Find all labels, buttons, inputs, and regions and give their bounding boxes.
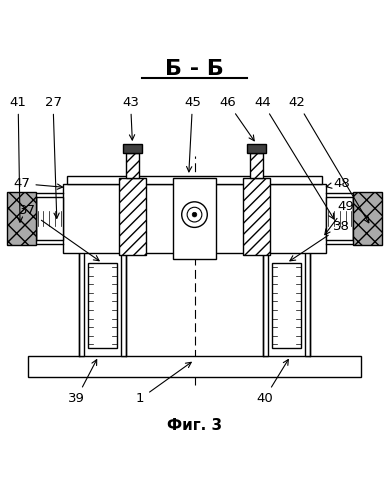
Bar: [123, 144, 142, 153]
Text: 43: 43: [122, 96, 139, 140]
Bar: [88, 263, 117, 348]
Bar: [326, 197, 354, 240]
Text: 27: 27: [44, 96, 61, 219]
Bar: [28, 356, 361, 377]
Bar: [173, 178, 216, 259]
Bar: [305, 251, 310, 356]
Text: 37: 37: [19, 204, 99, 261]
Bar: [243, 178, 270, 255]
Text: 48: 48: [326, 177, 350, 190]
Text: 40: 40: [256, 359, 288, 405]
Text: 1: 1: [136, 362, 191, 405]
Bar: [247, 144, 266, 153]
Bar: [126, 153, 139, 178]
Text: 45: 45: [184, 96, 201, 172]
Bar: [35, 197, 63, 240]
Bar: [67, 176, 322, 184]
Text: 49: 49: [325, 201, 354, 235]
Text: 38: 38: [290, 220, 350, 261]
Text: 44: 44: [254, 96, 334, 219]
Bar: [272, 263, 301, 348]
Bar: [63, 184, 326, 253]
Bar: [250, 153, 263, 178]
Bar: [263, 251, 268, 356]
Text: Б - Б: Б - Б: [165, 59, 224, 79]
Bar: [263, 247, 310, 251]
Bar: [79, 247, 126, 251]
Bar: [121, 251, 126, 356]
Text: 47: 47: [14, 177, 63, 190]
Bar: [119, 178, 146, 255]
Text: 42: 42: [289, 96, 369, 223]
Text: 39: 39: [68, 360, 97, 405]
Text: 46: 46: [219, 96, 254, 141]
Circle shape: [187, 207, 202, 222]
Bar: [354, 192, 382, 245]
Circle shape: [182, 202, 207, 228]
Bar: [79, 251, 84, 356]
Circle shape: [192, 212, 197, 217]
Bar: [7, 192, 35, 245]
Text: 41: 41: [10, 96, 26, 222]
Text: Фиг. 3: Фиг. 3: [167, 418, 222, 433]
